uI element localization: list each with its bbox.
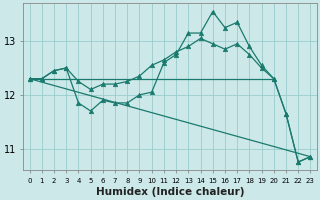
X-axis label: Humidex (Indice chaleur): Humidex (Indice chaleur)	[96, 187, 244, 197]
